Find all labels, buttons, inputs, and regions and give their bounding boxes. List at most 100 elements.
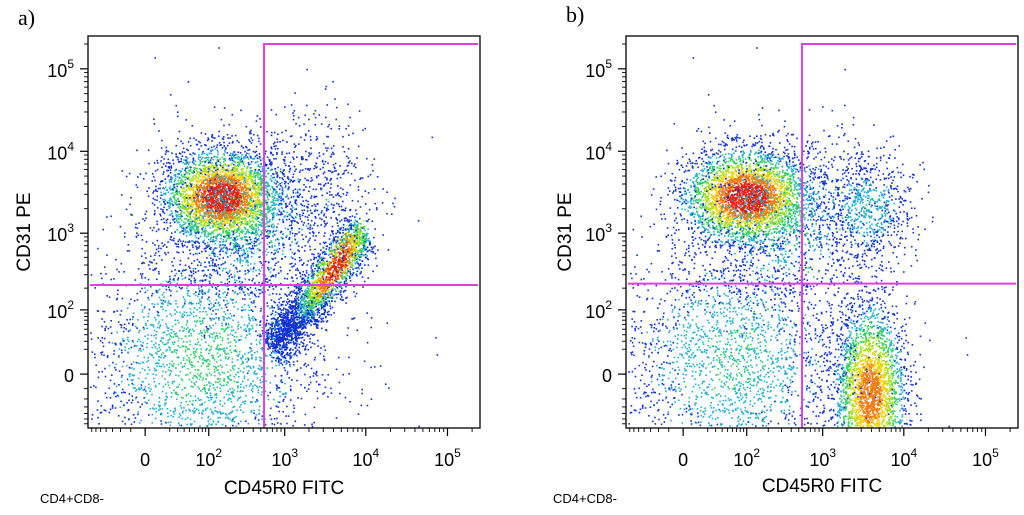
event-dot	[183, 190, 185, 193]
event-dot	[264, 184, 267, 187]
event-dot	[355, 224, 358, 227]
event-dot	[226, 256, 229, 258]
event-dot	[169, 172, 172, 174]
event-dot	[181, 201, 183, 203]
event-dot	[194, 242, 196, 244]
event-dot	[153, 204, 156, 206]
event-dot	[206, 257, 208, 259]
event-dot	[167, 158, 170, 161]
event-dot	[264, 187, 267, 189]
event-dot	[289, 167, 292, 170]
event-dot	[317, 259, 319, 261]
event-dot	[249, 221, 252, 223]
event-dot	[194, 167, 197, 170]
event-dot	[183, 206, 185, 208]
event-dot	[199, 200, 201, 202]
event-dot	[236, 189, 238, 192]
event-dot	[163, 193, 165, 195]
event-dot	[223, 145, 225, 147]
event-dot	[221, 175, 223, 177]
event-dot	[333, 262, 335, 265]
event-dot	[187, 257, 190, 260]
event-dot	[285, 235, 288, 238]
event-dot	[229, 179, 232, 181]
event-dot	[206, 173, 209, 175]
event-dot	[144, 213, 147, 215]
event-dot	[200, 221, 203, 223]
event-dot	[218, 206, 221, 208]
event-dot	[176, 173, 179, 175]
event-dot	[231, 201, 234, 204]
event-dot	[181, 203, 183, 206]
event-dot	[166, 209, 168, 211]
event-dot	[211, 252, 213, 254]
event-dot	[220, 172, 222, 174]
event-dot	[319, 183, 322, 185]
event-dot	[274, 311, 277, 313]
event-dot	[236, 270, 239, 273]
event-dot	[311, 227, 314, 230]
event-dot	[305, 272, 308, 274]
event-dot	[265, 214, 268, 216]
event-dot	[156, 190, 159, 193]
event-dot	[199, 187, 201, 189]
event-dot	[257, 173, 260, 175]
event-dot	[193, 167, 195, 169]
event-dot	[246, 243, 249, 246]
event-dot	[238, 244, 240, 247]
event-dot	[270, 283, 272, 285]
event-dot	[224, 236, 226, 239]
event-dot	[159, 197, 162, 199]
event-dot	[184, 191, 187, 193]
event-dot	[196, 226, 199, 229]
event-dot	[206, 153, 208, 156]
event-dot	[265, 182, 267, 184]
event-dot	[169, 197, 172, 200]
event-dot	[296, 214, 299, 216]
event-dot	[245, 256, 247, 259]
event-dot	[247, 228, 249, 231]
event-dot	[283, 346, 286, 349]
event-dot	[237, 184, 239, 186]
event-dot	[172, 195, 175, 197]
event-dot	[189, 194, 191, 196]
event-dot	[183, 228, 185, 230]
event-dot	[227, 205, 230, 208]
event-dot	[219, 164, 222, 166]
event-dot	[254, 180, 257, 183]
event-dot	[181, 229, 184, 232]
event-dot	[250, 181, 253, 184]
event-dot	[217, 175, 219, 177]
event-dot	[266, 203, 268, 206]
event-dot	[229, 195, 231, 198]
event-dot	[306, 344, 308, 346]
event-dot	[176, 176, 179, 178]
event-dot	[121, 170, 124, 172]
event-dot	[317, 183, 320, 185]
event-dot	[256, 174, 258, 176]
event-dot	[175, 202, 177, 204]
event-dot	[257, 189, 260, 192]
event-dot	[270, 267, 272, 269]
event-dot	[192, 172, 194, 174]
event-dot	[237, 200, 240, 202]
event-dot	[280, 297, 282, 299]
event-dot	[174, 175, 177, 177]
event-dot	[249, 140, 251, 143]
event-dot	[215, 156, 217, 158]
event-dot	[320, 279, 322, 282]
event-dot	[217, 220, 220, 223]
event-dot	[202, 151, 204, 153]
event-dot	[284, 156, 286, 158]
event-dot	[185, 235, 188, 237]
event-dot	[267, 167, 270, 169]
event-dot	[214, 242, 217, 245]
event-dot	[233, 219, 235, 221]
event-dot	[273, 212, 275, 214]
event-dot	[223, 191, 225, 194]
event-dot	[212, 164, 214, 167]
event-dot	[223, 185, 226, 188]
event-dot	[207, 137, 209, 139]
event-dot	[228, 142, 231, 144]
event-dot	[191, 206, 194, 209]
